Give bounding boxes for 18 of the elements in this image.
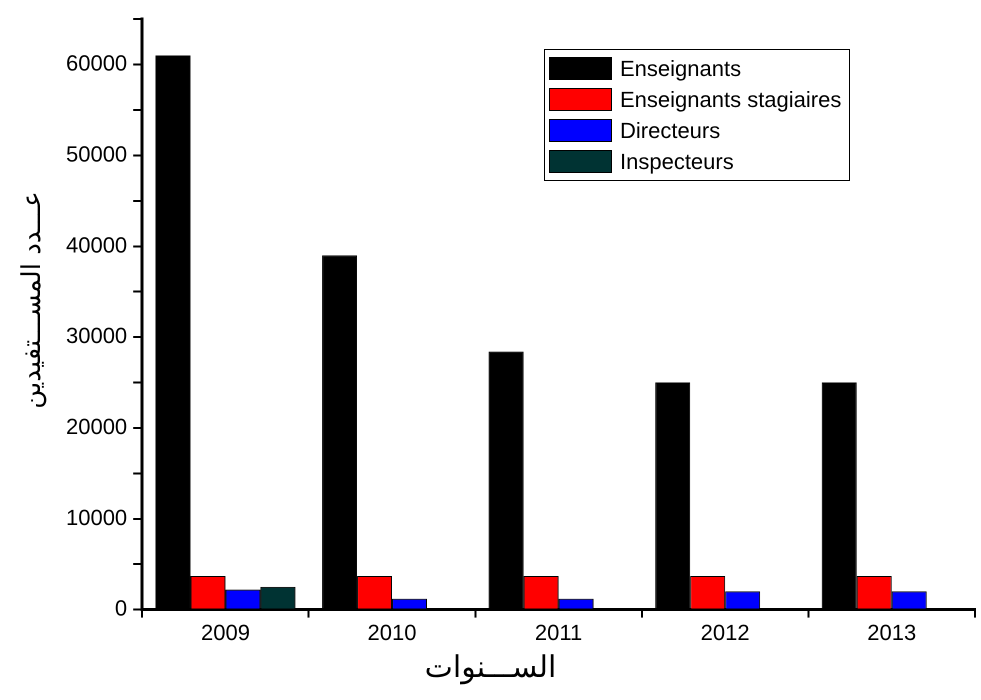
y-tick-label: 60000 xyxy=(66,50,128,76)
x-tick-label: 2013 xyxy=(867,620,916,645)
y-axis-title: عـــدد المســـتفيدين xyxy=(17,191,47,409)
y-tick-label: 30000 xyxy=(66,323,128,348)
legend-label: Directeurs xyxy=(620,117,720,146)
y-tick-label: 0 xyxy=(114,596,128,621)
x-tick-label: 2010 xyxy=(368,620,416,645)
x-axis-title: الســـنوات xyxy=(424,650,558,685)
y-tick-label: 20000 xyxy=(66,414,128,439)
y-tick-label: 40000 xyxy=(66,232,128,258)
legend-label: Enseignants xyxy=(620,55,742,84)
legend-label: Inspecteurs xyxy=(620,148,734,176)
x-tick-label: 2009 xyxy=(200,620,250,645)
x-tick-label: 2011 xyxy=(534,620,582,645)
y-tick-label: 10000 xyxy=(66,504,128,530)
x-tick-label: 2012 xyxy=(700,620,750,645)
y-tick-label: 50000 xyxy=(66,142,128,167)
legend-label: Enseignants stagiaires xyxy=(620,86,842,114)
